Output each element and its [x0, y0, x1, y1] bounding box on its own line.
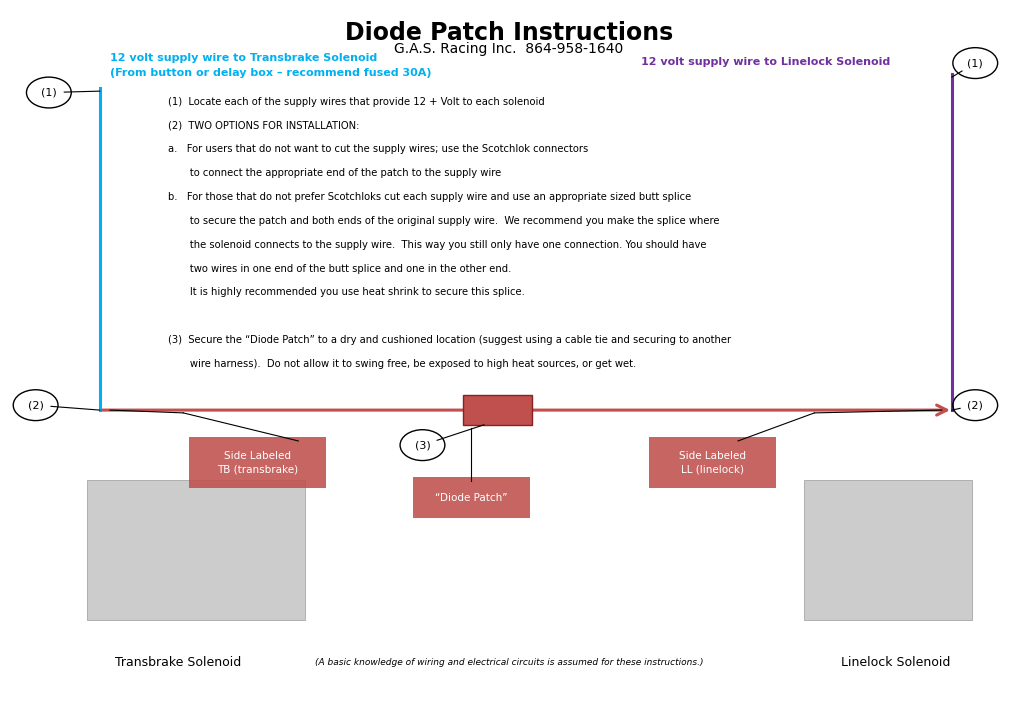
FancyBboxPatch shape: [413, 477, 529, 518]
Text: Side Labeled
TB (transbrake): Side Labeled TB (transbrake): [217, 451, 298, 475]
Text: Linelock Solenoid: Linelock Solenoid: [841, 656, 951, 669]
Text: b.   For those that do not prefer Scotchloks cut each supply wire and use an app: b. For those that do not prefer Scotchlo…: [168, 192, 691, 202]
Text: a.   For users that do not want to cut the supply wires; use the Scotchlok conne: a. For users that do not want to cut the…: [168, 144, 588, 154]
Text: (3)  Secure the “Diode Patch” to a dry and cushioned location (suggest using a c: (3) Secure the “Diode Patch” to a dry an…: [168, 335, 731, 345]
Text: It is highly recommended you use heat shrink to secure this splice.: It is highly recommended you use heat sh…: [168, 287, 525, 297]
Text: “Diode Patch”: “Diode Patch”: [435, 493, 508, 503]
Text: to secure the patch and both ends of the original supply wire.  We recommend you: to secure the patch and both ends of the…: [168, 216, 720, 226]
Text: (A basic knowledge of wiring and electrical circuits is assumed for these instru: (A basic knowledge of wiring and electri…: [315, 658, 703, 667]
Text: (3): (3): [414, 440, 431, 450]
Text: Transbrake Solenoid: Transbrake Solenoid: [115, 656, 241, 669]
Text: two wires in one end of the butt splice and one in the other end.: two wires in one end of the butt splice …: [168, 264, 511, 273]
Text: wire harness).  Do not allow it to swing free, be exposed to high heat sources, : wire harness). Do not allow it to swing …: [168, 359, 636, 369]
FancyBboxPatch shape: [87, 480, 305, 620]
Text: 12 volt supply wire to Linelock Solenoid: 12 volt supply wire to Linelock Solenoid: [641, 57, 891, 67]
Text: Side Labeled
LL (linelock): Side Labeled LL (linelock): [679, 451, 746, 475]
Text: the solenoid connects to the supply wire.  This way you still only have one conn: the solenoid connects to the supply wire…: [168, 240, 706, 250]
Text: (From button or delay box – recommend fused 30A): (From button or delay box – recommend fu…: [110, 68, 432, 78]
Text: (1): (1): [41, 88, 57, 97]
Text: to connect the appropriate end of the patch to the supply wire: to connect the appropriate end of the pa…: [168, 168, 501, 178]
Text: (2)  TWO OPTIONS FOR INSTALLATION:: (2) TWO OPTIONS FOR INSTALLATION:: [168, 121, 359, 130]
Text: 12 volt supply wire to Transbrake Solenoid: 12 volt supply wire to Transbrake Soleno…: [110, 53, 378, 63]
FancyBboxPatch shape: [189, 437, 326, 488]
Text: (1): (1): [967, 58, 983, 68]
Text: (1)  Locate each of the supply wires that provide 12 + Volt to each solenoid: (1) Locate each of the supply wires that…: [168, 97, 545, 107]
FancyBboxPatch shape: [463, 395, 532, 425]
FancyBboxPatch shape: [804, 480, 972, 620]
FancyBboxPatch shape: [648, 437, 776, 488]
Text: (2): (2): [27, 400, 44, 410]
Text: (2): (2): [967, 400, 983, 410]
Text: G.A.S. Racing Inc.  864-958-1640: G.A.S. Racing Inc. 864-958-1640: [394, 42, 624, 56]
Text: Diode Patch Instructions: Diode Patch Instructions: [345, 21, 673, 45]
